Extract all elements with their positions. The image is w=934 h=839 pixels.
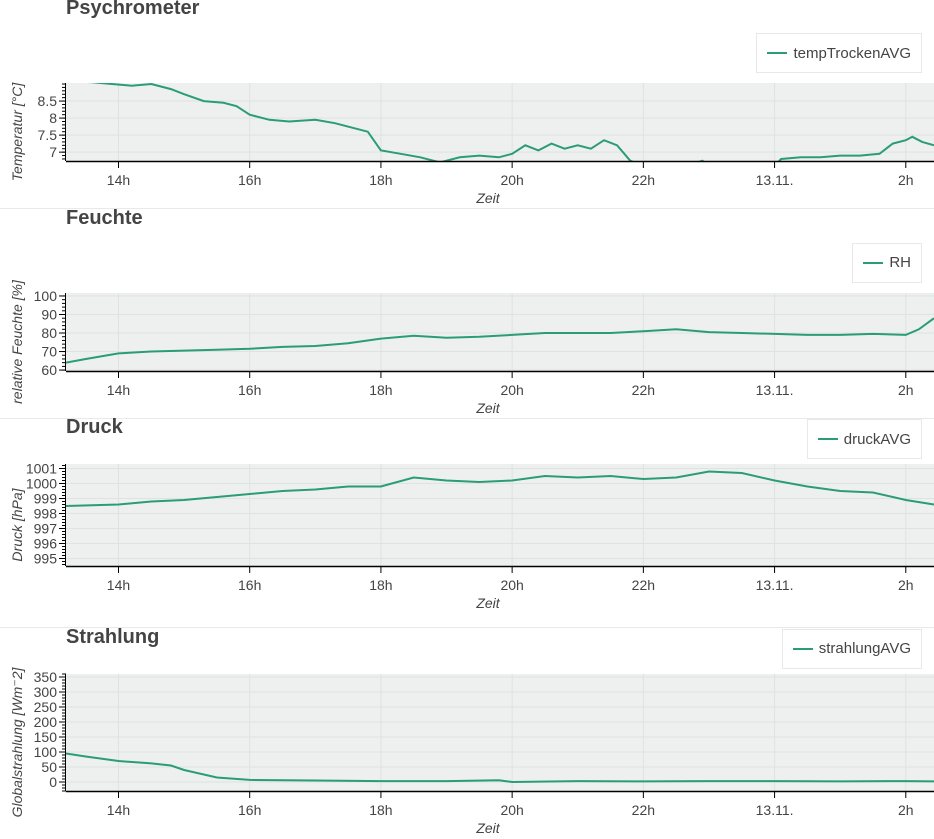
legend-line-icon [817, 438, 838, 440]
y-tick-label: 998 [34, 506, 58, 522]
y-tick-label: 7 [49, 144, 57, 160]
plot-area [66, 292, 934, 371]
x-axis-label: Zeit [475, 595, 500, 611]
legend-label: tempTrockenAVG [793, 44, 911, 62]
y-tick-label: 0 [49, 774, 57, 790]
x-tick-label: 13.11. [756, 382, 794, 398]
x-tick-label: 20h [500, 802, 523, 818]
series-line-RH [66, 316, 934, 364]
chart-strahlung[interactable]: 14h 16h 18h 20h 22h 13.11. 2h 05010015020025030… [0, 629, 934, 838]
y-tick-label: 200 [34, 714, 58, 730]
chart-feuchte[interactable]: 14h 16h 18h 20h 22h 13.11. 2h 60 70 80 90 100 Zeit re… [0, 210, 934, 419]
x-tick-label: 16h [238, 577, 261, 593]
y-tick-label: 100 [34, 744, 58, 760]
legend[interactable]: druckAVG [806, 419, 922, 459]
y-tick-label: 7.5 [38, 127, 58, 143]
x-tick-label: 18h [369, 802, 392, 818]
x-tick-label: 13.11. [756, 802, 794, 818]
x-tick-label: 16h [238, 172, 261, 188]
x-tick-label: 2h [898, 382, 914, 398]
series-line-tempTrockenAVG [87, 83, 934, 161]
y-tick-label: 997 [34, 521, 58, 537]
x-tick-label: 14h [107, 577, 130, 593]
x-tick-label: 2h [898, 802, 914, 818]
y-tick-label: 80 [41, 325, 57, 341]
chart-title: Feuchte [66, 206, 143, 229]
chart-panel-psychrometer: 14h 16h 18h 20h 22h 13.11. 2h 7 7.5 8 8.5 Zeit Tempe… [0, 0, 934, 209]
y-tick-label: 995 [34, 551, 58, 567]
x-tick-label: 14h [107, 802, 130, 818]
divider [0, 208, 934, 209]
chart-panel-druck: 14h 16h 18h 20h 22h 13.11. 2h 995 996 997 998 999 10… [0, 416, 934, 628]
y-axis-label: Globalstrahlung [Wm⁻2] [9, 666, 25, 817]
y-tick-label: 250 [34, 699, 58, 715]
legend-line-icon [792, 647, 813, 650]
y-tick-label: 100 [34, 287, 58, 303]
y-axis-label: Temperatur [°C] [9, 82, 25, 182]
y-tick-label: 60 [41, 362, 57, 378]
legend[interactable]: strahlungAVG [781, 628, 922, 669]
x-axis-label: Zeit [475, 190, 500, 206]
y-tick-label: 999 [34, 491, 58, 507]
y-tick-label: 90 [41, 306, 57, 322]
chart-psychrometer[interactable]: 14h 16h 18h 20h 22h 13.11. 2h 77.588.5 Zeit Tempe… [0, 0, 934, 209]
legend-label: RH [889, 254, 911, 271]
legend-label: druckAVG [843, 430, 911, 448]
x-tick-label: 2h [898, 577, 914, 593]
x-tick-label: 20h [500, 577, 523, 593]
y-tick-label: 996 [34, 536, 58, 552]
chart-title: Psychrometer [66, 0, 200, 19]
x-tick-label: 16h [238, 802, 261, 818]
y-tick-label: 150 [34, 729, 58, 745]
x-tick-label: 14h [107, 382, 130, 398]
x-tick-label: 20h [500, 382, 523, 398]
y-tick-label: 1000 [26, 476, 57, 492]
y-tick-label: 1001 [26, 461, 57, 477]
plot-area [66, 464, 934, 566]
divider [0, 417, 934, 419]
y-axis-label: relative Feuchte [%] [9, 279, 25, 404]
divider [0, 627, 934, 628]
y-tick-label: 50 [41, 759, 57, 775]
chart-title: Strahlung [66, 625, 160, 648]
legend[interactable]: tempTrockenAVG [756, 33, 922, 73]
x-tick-label: 18h [369, 577, 392, 593]
y-tick-label: 70 [41, 343, 57, 359]
series-line-strahlungAVG [66, 752, 934, 783]
plot-area [66, 83, 934, 161]
x-tick-label: 2h [898, 172, 914, 188]
x-tick-label: 22h [632, 172, 655, 188]
y-tick-label: 8 [49, 110, 57, 126]
x-tick-label: 22h [632, 802, 655, 818]
y-tick-label: 8.5 [38, 93, 58, 109]
y-tick-label: 300 [34, 684, 58, 700]
x-tick-label: 13.11. [756, 172, 794, 188]
x-tick-label: 16h [238, 382, 261, 398]
x-tick-label: 14h [107, 172, 130, 188]
legend-line-icon [767, 52, 788, 54]
x-tick-label: 22h [632, 577, 655, 593]
legend-line-icon [863, 261, 884, 264]
x-tick-label: 18h [369, 172, 392, 188]
x-tick-label: 20h [500, 172, 523, 188]
x-tick-label: 22h [632, 382, 655, 398]
x-tick-label: 13.11. [756, 577, 794, 593]
legend[interactable]: RH [852, 242, 922, 283]
y-axis-label: Druck [hPa] [9, 487, 25, 561]
legend-label: strahlungAVG [818, 640, 911, 657]
chart-panel-strahlung: 14h 16h 18h 20h 22h 13.11. 2h 0 50 100 150 200 250 30… [0, 625, 934, 838]
chart-title: Druck [66, 416, 123, 438]
series-line-druckAVG [66, 470, 934, 507]
chart-druck[interactable]: 14h 16h 18h 20h 22h 13.11. 2h99599699799899910… [0, 419, 934, 628]
y-tick-label: 350 [34, 669, 58, 685]
x-axis-label: Zeit [475, 400, 500, 416]
chart-panel-feuchte: 14h 16h 18h 20h 22h 13.11. 2h 60 70 80 90 100 Zeit re… [0, 206, 934, 419]
x-axis-label: Zeit [475, 820, 500, 836]
plot-area [66, 673, 934, 791]
x-tick-label: 18h [369, 382, 392, 398]
